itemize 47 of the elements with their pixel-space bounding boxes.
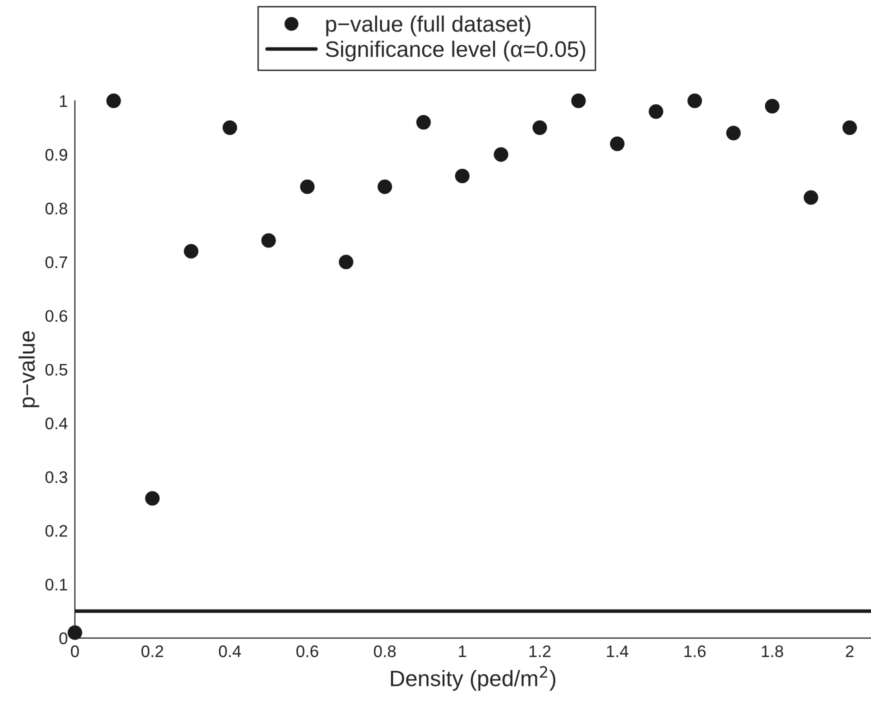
point — [222, 120, 238, 135]
point — [300, 179, 315, 194]
point — [416, 115, 431, 130]
point — [184, 244, 198, 259]
x-tick-label: 1 — [458, 646, 466, 658]
x-tick-label: 1.4 — [606, 646, 628, 658]
x-tick-label: 0 — [70, 645, 79, 658]
y-tick-label: 0 — [59, 632, 68, 644]
point — [648, 104, 664, 119]
y-tick-label: 0.5 — [45, 364, 68, 376]
point — [571, 94, 586, 108]
x-tick-label: 0.4 — [218, 645, 241, 658]
point — [261, 233, 276, 248]
x-tick-label: 1.8 — [762, 645, 784, 658]
y-tick-label: 0.8 — [45, 202, 68, 214]
point — [687, 94, 702, 108]
y-tick-label: 0.6 — [45, 310, 68, 322]
y-tick-label: 0.9 — [45, 148, 68, 161]
point — [804, 190, 818, 205]
point — [145, 491, 160, 506]
y-tick-label: 0.1 — [45, 578, 68, 591]
x-tick-label: 1.6 — [684, 645, 706, 658]
y-tick-label: 0.4 — [45, 418, 68, 430]
x-tick-label: 0.8 — [374, 645, 396, 658]
y-tick-label: 0.3 — [45, 471, 68, 484]
legend-label: p−value (full dataset) — [326, 16, 530, 36]
point — [610, 136, 625, 152]
point — [106, 94, 121, 108]
point — [764, 98, 780, 114]
point — [726, 126, 741, 140]
y-tick-label: 1 — [60, 95, 68, 107]
x-tick-label: 2 — [846, 645, 854, 658]
point — [338, 254, 354, 270]
point — [455, 168, 470, 184]
point — [842, 120, 857, 135]
y-axis-title: p−value — [18, 331, 40, 408]
point — [378, 179, 392, 194]
y-tick-label: 0.7 — [45, 256, 68, 268]
point — [494, 147, 508, 162]
x-tick-label: 1.2 — [529, 645, 551, 658]
x-axis-title: Density (ped/m$^{2}$) — [391, 666, 556, 691]
x-tick-label: 0.2 — [141, 645, 164, 658]
point — [532, 120, 548, 135]
x-tick-label: 0.6 — [296, 645, 318, 658]
legend-label: Significance level (α=0.05) — [326, 40, 586, 62]
point — [68, 625, 82, 640]
y-tick-label: 0.2 — [45, 524, 68, 537]
